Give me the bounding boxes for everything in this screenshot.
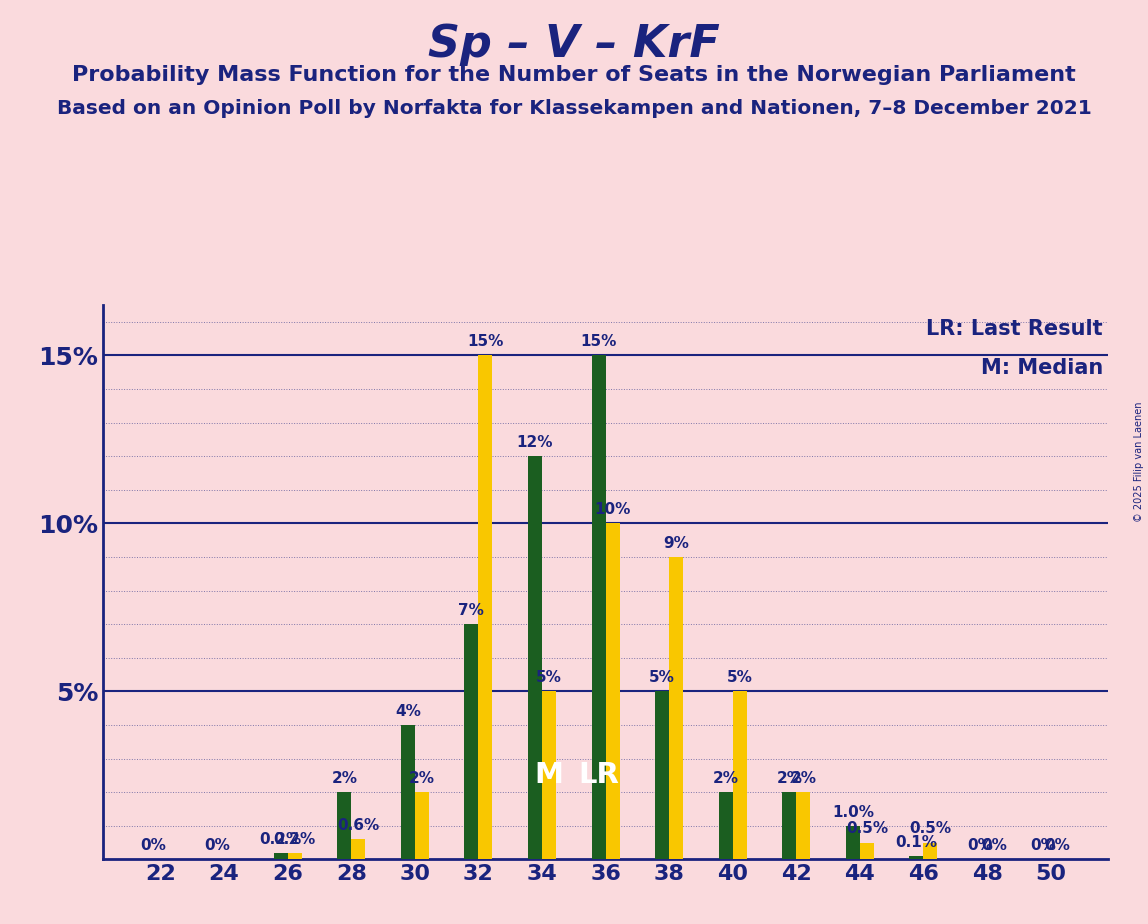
Bar <box>860 843 874 859</box>
Bar <box>782 792 797 859</box>
Bar <box>656 691 669 859</box>
Text: M: Median: M: Median <box>980 358 1103 378</box>
Bar <box>719 792 732 859</box>
Bar <box>401 725 414 859</box>
Text: 0%: 0% <box>204 838 230 853</box>
Text: 2%: 2% <box>776 771 802 786</box>
Text: 0%: 0% <box>1031 838 1056 853</box>
Text: Based on an Opinion Poll by Norfakta for Klassekampen and Nationen, 7–8 December: Based on an Opinion Poll by Norfakta for… <box>56 99 1092 118</box>
Bar <box>338 792 351 859</box>
Text: 2%: 2% <box>790 771 816 786</box>
Bar <box>923 843 938 859</box>
Text: 0.5%: 0.5% <box>846 821 887 836</box>
Text: 5%: 5% <box>650 670 675 686</box>
Text: 0.1%: 0.1% <box>895 835 938 850</box>
Text: 7%: 7% <box>458 603 484 618</box>
Text: 4%: 4% <box>395 704 421 719</box>
Text: 5%: 5% <box>536 670 561 686</box>
Bar <box>288 853 302 859</box>
Text: 0.6%: 0.6% <box>338 818 379 833</box>
Text: 0.2%: 0.2% <box>273 832 316 846</box>
Bar <box>528 456 542 859</box>
Text: LR: LR <box>579 761 619 789</box>
Text: Probability Mass Function for the Number of Seats in the Norwegian Parliament: Probability Mass Function for the Number… <box>72 65 1076 85</box>
Bar <box>591 356 606 859</box>
Text: 0%: 0% <box>982 838 1007 853</box>
Bar <box>465 624 479 859</box>
Bar <box>542 691 556 859</box>
Text: 10%: 10% <box>595 503 630 517</box>
Text: Sp – V – KrF: Sp – V – KrF <box>428 23 720 67</box>
Text: 5%: 5% <box>727 670 753 686</box>
Text: 0%: 0% <box>140 838 166 853</box>
Bar <box>797 792 810 859</box>
Bar <box>909 856 923 859</box>
Bar <box>351 839 365 859</box>
Text: 15%: 15% <box>467 334 504 349</box>
Text: 2%: 2% <box>332 771 357 786</box>
Bar <box>669 557 683 859</box>
Text: 2%: 2% <box>409 771 435 786</box>
Text: M: M <box>535 761 564 789</box>
Bar <box>479 356 492 859</box>
Text: © 2025 Filip van Laenen: © 2025 Filip van Laenen <box>1134 402 1143 522</box>
Text: 1.0%: 1.0% <box>832 805 874 820</box>
Text: 0.5%: 0.5% <box>909 821 952 836</box>
Bar <box>414 792 429 859</box>
Bar <box>846 826 860 859</box>
Text: 0%: 0% <box>1045 838 1071 853</box>
Text: 0%: 0% <box>967 838 993 853</box>
Text: 2%: 2% <box>713 771 738 786</box>
Text: LR: Last Result: LR: Last Result <box>926 319 1103 339</box>
Text: 15%: 15% <box>581 334 616 349</box>
Text: 9%: 9% <box>664 536 689 551</box>
Text: 12%: 12% <box>517 435 553 450</box>
Bar <box>732 691 746 859</box>
Text: 0.2%: 0.2% <box>259 832 302 846</box>
Bar <box>273 853 288 859</box>
Bar <box>606 523 620 859</box>
